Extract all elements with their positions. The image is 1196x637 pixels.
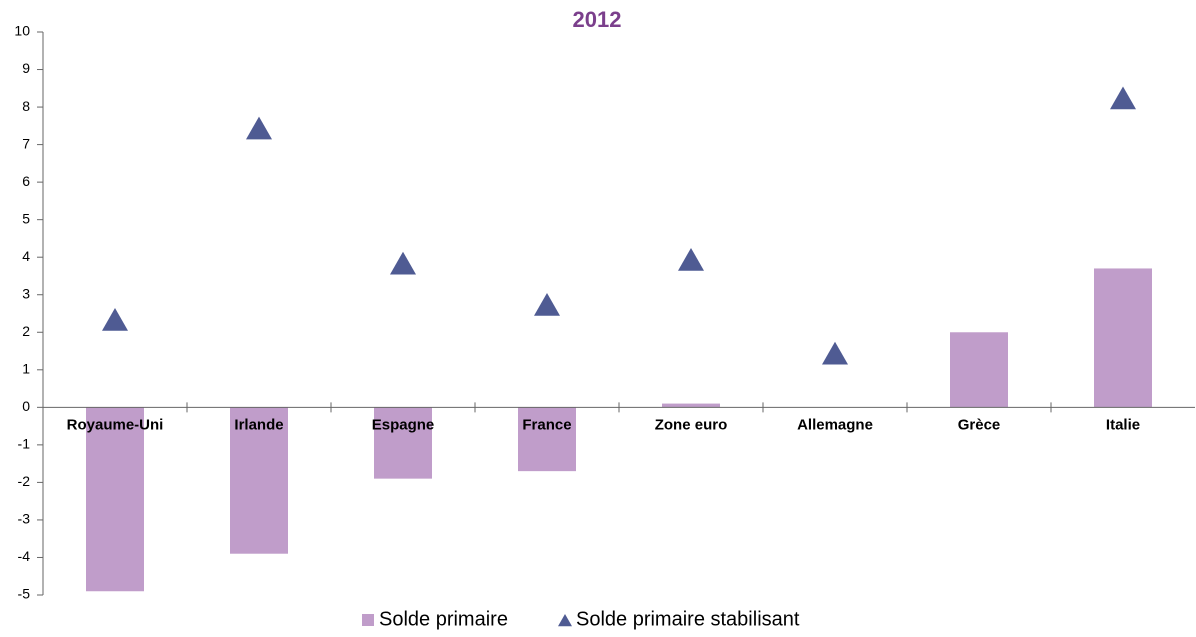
x-tick-label: Irlande <box>234 416 283 433</box>
y-tick-label: -2 <box>18 473 31 489</box>
legend-swatch <box>558 614 572 627</box>
x-tick-label: Allemagne <box>797 416 873 433</box>
y-tick-label: 6 <box>22 173 30 189</box>
x-tick-label: Zone euro <box>655 416 728 433</box>
bar <box>230 407 288 554</box>
bar <box>1094 268 1152 408</box>
x-tick-label: Royaume-Uni <box>67 416 164 433</box>
y-tick-label: 7 <box>22 135 30 151</box>
triangle-marker <box>822 341 848 365</box>
y-tick-label: -1 <box>18 436 31 452</box>
y-tick-label: 0 <box>22 398 30 414</box>
triangle-marker <box>246 116 272 140</box>
triangle-marker <box>390 251 416 275</box>
y-tick-label: -3 <box>18 511 31 527</box>
y-tick-label: -4 <box>18 548 31 564</box>
legend-swatch <box>362 614 374 626</box>
x-tick-label: Grèce <box>958 416 1001 433</box>
bar <box>86 407 144 592</box>
x-tick-label: France <box>522 416 571 433</box>
bar <box>662 403 720 408</box>
y-tick-label: -5 <box>18 586 31 602</box>
y-tick-label: 10 <box>14 23 30 39</box>
y-tick-label: 1 <box>22 361 30 377</box>
x-tick-label: Italie <box>1106 416 1140 433</box>
legend-label: Solde primaire stabilisant <box>576 608 800 630</box>
y-tick-label: 4 <box>22 248 30 264</box>
y-tick-label: 2 <box>22 323 30 339</box>
legend-label: Solde primaire <box>379 608 508 630</box>
triangle-marker <box>534 292 560 316</box>
bar <box>374 407 432 479</box>
bar <box>518 407 576 472</box>
y-tick-label: 8 <box>22 98 30 114</box>
triangle-marker <box>678 247 704 271</box>
chart-title: 2012 <box>573 7 622 32</box>
bar <box>950 332 1008 408</box>
y-tick-label: 9 <box>22 60 30 76</box>
triangle-marker <box>1110 86 1136 110</box>
x-tick-label: Espagne <box>372 416 435 433</box>
y-tick-label: 5 <box>22 210 30 226</box>
y-tick-label: 3 <box>22 285 30 301</box>
triangle-marker <box>102 308 128 331</box>
